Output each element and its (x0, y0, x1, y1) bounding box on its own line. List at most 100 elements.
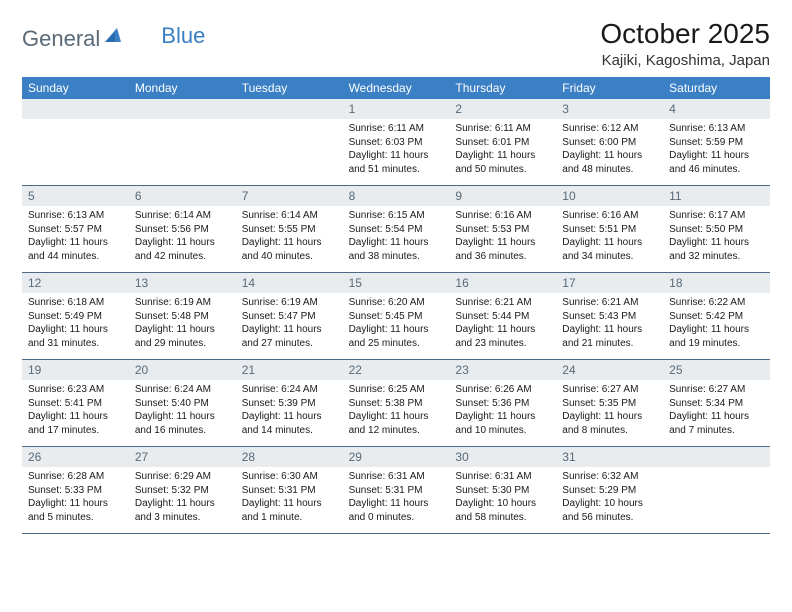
sunset: Sunset: 5:45 PM (349, 310, 444, 324)
day-body: Sunrise: 6:26 AMSunset: 5:36 PMDaylight:… (449, 380, 556, 443)
daylight: Daylight: 11 hours and 32 minutes. (669, 236, 764, 263)
sunrise: Sunrise: 6:26 AM (455, 383, 550, 397)
day-number: 12 (22, 273, 129, 293)
daylight: Daylight: 11 hours and 34 minutes. (562, 236, 657, 263)
sunset: Sunset: 5:54 PM (349, 223, 444, 237)
day-header: Wednesday (343, 77, 450, 99)
calendar-day: 19Sunrise: 6:23 AMSunset: 5:41 PMDayligh… (22, 360, 129, 446)
sunset: Sunset: 5:49 PM (28, 310, 123, 324)
sunset: Sunset: 5:51 PM (562, 223, 657, 237)
day-header: Friday (556, 77, 663, 99)
sunset: Sunset: 6:03 PM (349, 136, 444, 150)
sunrise: Sunrise: 6:15 AM (349, 209, 444, 223)
day-body: Sunrise: 6:27 AMSunset: 5:35 PMDaylight:… (556, 380, 663, 443)
sunrise: Sunrise: 6:24 AM (135, 383, 230, 397)
day-number: 14 (236, 273, 343, 293)
day-body: Sunrise: 6:18 AMSunset: 5:49 PMDaylight:… (22, 293, 129, 356)
day-number: 29 (343, 447, 450, 467)
sunrise: Sunrise: 6:19 AM (135, 296, 230, 310)
sunrise: Sunrise: 6:23 AM (28, 383, 123, 397)
daylight: Daylight: 11 hours and 16 minutes. (135, 410, 230, 437)
daylight: Daylight: 11 hours and 10 minutes. (455, 410, 550, 437)
day-number: 25 (663, 360, 770, 380)
day-number (22, 99, 129, 119)
sunset: Sunset: 5:43 PM (562, 310, 657, 324)
sunset: Sunset: 5:35 PM (562, 397, 657, 411)
day-body: Sunrise: 6:29 AMSunset: 5:32 PMDaylight:… (129, 467, 236, 530)
sunrise: Sunrise: 6:13 AM (28, 209, 123, 223)
calendar-day: 1Sunrise: 6:11 AMSunset: 6:03 PMDaylight… (343, 99, 450, 185)
sunset: Sunset: 5:44 PM (455, 310, 550, 324)
sunrise: Sunrise: 6:14 AM (242, 209, 337, 223)
sunrise: Sunrise: 6:24 AM (242, 383, 337, 397)
sunrise: Sunrise: 6:20 AM (349, 296, 444, 310)
sunrise: Sunrise: 6:28 AM (28, 470, 123, 484)
day-number: 8 (343, 186, 450, 206)
day-number: 10 (556, 186, 663, 206)
day-body: Sunrise: 6:21 AMSunset: 5:43 PMDaylight:… (556, 293, 663, 356)
sunset: Sunset: 5:38 PM (349, 397, 444, 411)
day-body: Sunrise: 6:31 AMSunset: 5:31 PMDaylight:… (343, 467, 450, 530)
daylight: Daylight: 11 hours and 19 minutes. (669, 323, 764, 350)
sunset: Sunset: 5:32 PM (135, 484, 230, 498)
sunrise: Sunrise: 6:18 AM (28, 296, 123, 310)
day-body: Sunrise: 6:23 AMSunset: 5:41 PMDaylight:… (22, 380, 129, 443)
day-body (129, 119, 236, 169)
calendar-day: 7Sunrise: 6:14 AMSunset: 5:55 PMDaylight… (236, 186, 343, 272)
sunrise: Sunrise: 6:11 AM (349, 122, 444, 136)
calendar-day: 16Sunrise: 6:21 AMSunset: 5:44 PMDayligh… (449, 273, 556, 359)
day-body: Sunrise: 6:32 AMSunset: 5:29 PMDaylight:… (556, 467, 663, 530)
day-body (22, 119, 129, 169)
day-number: 23 (449, 360, 556, 380)
daylight: Daylight: 11 hours and 42 minutes. (135, 236, 230, 263)
day-number: 7 (236, 186, 343, 206)
calendar-day: 22Sunrise: 6:25 AMSunset: 5:38 PMDayligh… (343, 360, 450, 446)
sunrise: Sunrise: 6:13 AM (669, 122, 764, 136)
location: Kajiki, Kagoshima, Japan (600, 52, 770, 69)
calendar-day: 10Sunrise: 6:16 AMSunset: 5:51 PMDayligh… (556, 186, 663, 272)
calendar-day: 8Sunrise: 6:15 AMSunset: 5:54 PMDaylight… (343, 186, 450, 272)
daylight: Daylight: 11 hours and 3 minutes. (135, 497, 230, 524)
sunset: Sunset: 5:31 PM (242, 484, 337, 498)
day-body: Sunrise: 6:17 AMSunset: 5:50 PMDaylight:… (663, 206, 770, 269)
sunset: Sunset: 5:56 PM (135, 223, 230, 237)
header: General Blue October 2025 Kajiki, Kagosh… (22, 18, 770, 69)
sunset: Sunset: 6:00 PM (562, 136, 657, 150)
day-number: 5 (22, 186, 129, 206)
calendar-day: 26Sunrise: 6:28 AMSunset: 5:33 PMDayligh… (22, 447, 129, 533)
calendar-week: 26Sunrise: 6:28 AMSunset: 5:33 PMDayligh… (22, 447, 770, 534)
sunset: Sunset: 5:40 PM (135, 397, 230, 411)
day-number (236, 99, 343, 119)
sunset: Sunset: 5:50 PM (669, 223, 764, 237)
calendar-week: 19Sunrise: 6:23 AMSunset: 5:41 PMDayligh… (22, 360, 770, 447)
sunrise: Sunrise: 6:27 AM (562, 383, 657, 397)
daylight: Daylight: 11 hours and 14 minutes. (242, 410, 337, 437)
day-body: Sunrise: 6:28 AMSunset: 5:33 PMDaylight:… (22, 467, 129, 530)
calendar-day: 15Sunrise: 6:20 AMSunset: 5:45 PMDayligh… (343, 273, 450, 359)
calendar-day: 30Sunrise: 6:31 AMSunset: 5:30 PMDayligh… (449, 447, 556, 533)
sunrise: Sunrise: 6:11 AM (455, 122, 550, 136)
sunset: Sunset: 5:59 PM (669, 136, 764, 150)
day-number: 16 (449, 273, 556, 293)
day-body: Sunrise: 6:24 AMSunset: 5:40 PMDaylight:… (129, 380, 236, 443)
sunrise: Sunrise: 6:31 AM (455, 470, 550, 484)
daylight: Daylight: 11 hours and 17 minutes. (28, 410, 123, 437)
sunset: Sunset: 5:48 PM (135, 310, 230, 324)
daylight: Daylight: 11 hours and 46 minutes. (669, 149, 764, 176)
daylight: Daylight: 11 hours and 0 minutes. (349, 497, 444, 524)
sunrise: Sunrise: 6:22 AM (669, 296, 764, 310)
calendar-day: 12Sunrise: 6:18 AMSunset: 5:49 PMDayligh… (22, 273, 129, 359)
day-number: 26 (22, 447, 129, 467)
sunrise: Sunrise: 6:14 AM (135, 209, 230, 223)
day-body: Sunrise: 6:16 AMSunset: 5:53 PMDaylight:… (449, 206, 556, 269)
calendar-day: 6Sunrise: 6:14 AMSunset: 5:56 PMDaylight… (129, 186, 236, 272)
day-body: Sunrise: 6:13 AMSunset: 5:57 PMDaylight:… (22, 206, 129, 269)
calendar-header: Sunday Monday Tuesday Wednesday Thursday… (22, 77, 770, 99)
sunrise: Sunrise: 6:27 AM (669, 383, 764, 397)
sunset: Sunset: 5:31 PM (349, 484, 444, 498)
daylight: Daylight: 11 hours and 1 minute. (242, 497, 337, 524)
day-body: Sunrise: 6:31 AMSunset: 5:30 PMDaylight:… (449, 467, 556, 530)
calendar-day (236, 99, 343, 185)
day-number: 21 (236, 360, 343, 380)
day-header: Tuesday (236, 77, 343, 99)
